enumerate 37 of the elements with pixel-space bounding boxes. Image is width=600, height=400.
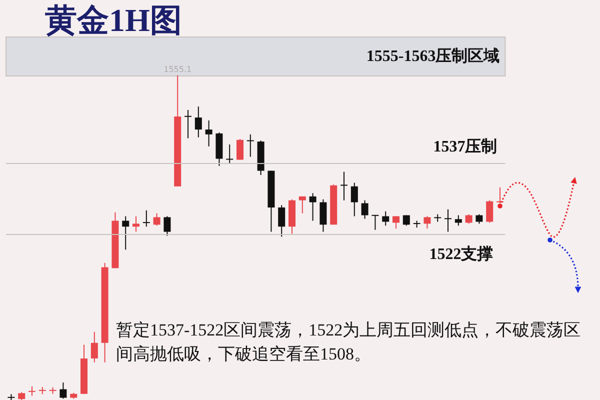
candlestick bbox=[309, 192, 316, 222]
candlestick bbox=[444, 208, 452, 232]
candlestick bbox=[90, 331, 98, 363]
annotation: 1555.1 bbox=[164, 64, 192, 74]
candlestick bbox=[486, 200, 494, 224]
candlestick bbox=[298, 196, 306, 214]
candlestick bbox=[60, 382, 67, 400]
candlestick bbox=[226, 144, 234, 164]
ref-line-label: 1537压制 bbox=[433, 137, 498, 156]
band-label: 1555-1563压制区域 bbox=[366, 46, 500, 65]
candlestick bbox=[476, 214, 483, 224]
candlestick bbox=[454, 214, 462, 226]
candlestick bbox=[8, 394, 15, 400]
candlestick bbox=[340, 171, 348, 201]
ref-line-label: 1522支撑 bbox=[429, 244, 494, 263]
candlestick bbox=[465, 214, 472, 224]
candlestick bbox=[184, 110, 192, 139]
candlestick bbox=[194, 106, 202, 138]
candlestick bbox=[164, 216, 171, 236]
candlestick bbox=[153, 212, 160, 226]
candlestick bbox=[372, 214, 379, 230]
candlestick bbox=[28, 386, 36, 396]
candlestick bbox=[392, 216, 400, 230]
candlestick bbox=[424, 216, 431, 230]
candlestick bbox=[350, 182, 358, 217]
candlestick bbox=[246, 134, 254, 158]
candlestick bbox=[361, 200, 368, 220]
candlestick bbox=[122, 216, 130, 250]
candlestick bbox=[142, 210, 150, 228]
candlestick bbox=[132, 216, 140, 232]
annotation: 暂定1537-1522区间震荡，1522为上周五回测低点，不破震荡区间高抛低吸，下破追空看至1508。 bbox=[116, 320, 581, 364]
chart-title: 黄金1H图 bbox=[45, 2, 182, 38]
candlestick bbox=[205, 120, 212, 147]
candlestick bbox=[278, 204, 286, 238]
candlestick bbox=[382, 210, 390, 226]
candlestick bbox=[236, 138, 244, 160]
candlestick bbox=[320, 198, 327, 232]
